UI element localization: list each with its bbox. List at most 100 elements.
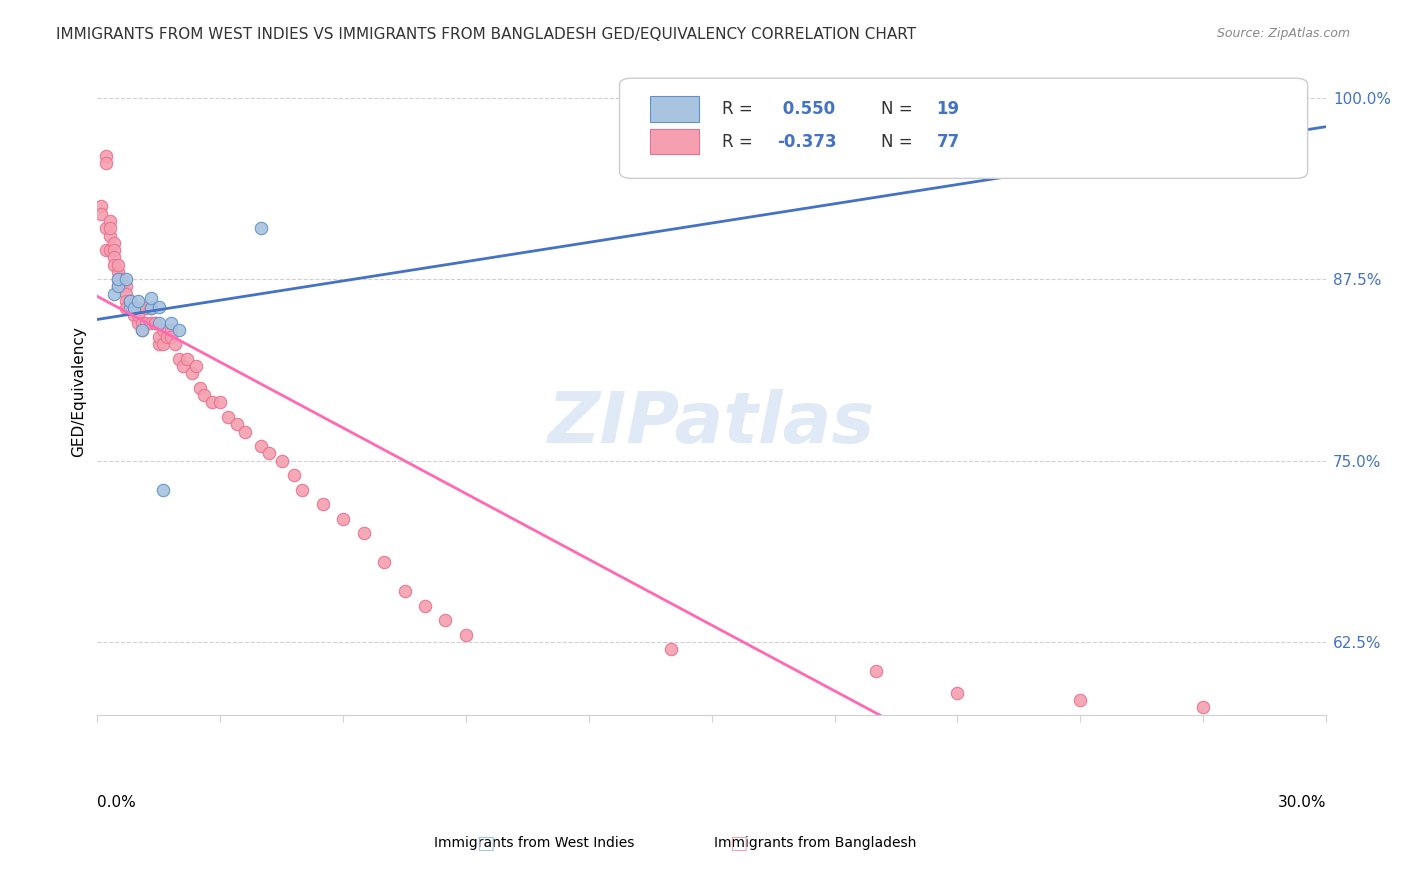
Point bbox=[98, 228, 121, 243]
Text: □: □ bbox=[728, 833, 748, 853]
Point bbox=[103, 235, 125, 250]
Point bbox=[143, 316, 166, 330]
Point bbox=[107, 272, 129, 286]
Point bbox=[165, 337, 187, 351]
Text: -0.373: -0.373 bbox=[778, 133, 837, 151]
Text: N =: N = bbox=[882, 133, 918, 151]
Text: 19: 19 bbox=[936, 100, 960, 119]
Text: N =: N = bbox=[882, 100, 918, 119]
FancyBboxPatch shape bbox=[620, 78, 1308, 178]
Point bbox=[250, 439, 273, 453]
Point bbox=[148, 316, 170, 330]
Text: R =: R = bbox=[721, 133, 758, 151]
Point bbox=[122, 301, 145, 315]
Point bbox=[1049, 156, 1071, 170]
Point bbox=[176, 351, 198, 366]
Point bbox=[1069, 693, 1091, 707]
Point bbox=[98, 221, 121, 235]
Point bbox=[94, 221, 117, 235]
Point bbox=[311, 497, 333, 511]
Point bbox=[148, 300, 170, 314]
Point bbox=[283, 468, 305, 483]
Point bbox=[291, 483, 314, 497]
Point bbox=[148, 337, 170, 351]
Point bbox=[120, 293, 142, 308]
Text: □: □ bbox=[475, 833, 495, 853]
Text: 77: 77 bbox=[936, 133, 960, 151]
Point bbox=[107, 279, 129, 293]
Point bbox=[115, 279, 138, 293]
Point bbox=[201, 395, 224, 409]
Point bbox=[127, 301, 149, 315]
Point bbox=[94, 148, 117, 162]
Point bbox=[115, 301, 138, 315]
Point bbox=[139, 301, 162, 315]
Point bbox=[135, 301, 157, 315]
Point bbox=[193, 388, 215, 402]
Point bbox=[152, 323, 174, 337]
Point bbox=[115, 272, 138, 286]
Point bbox=[865, 664, 887, 678]
Point bbox=[111, 279, 134, 293]
Point bbox=[131, 323, 153, 337]
Point bbox=[172, 359, 194, 374]
Point bbox=[135, 316, 157, 330]
Text: IMMIGRANTS FROM WEST INDIES VS IMMIGRANTS FROM BANGLADESH GED/EQUIVALENCY CORREL: IMMIGRANTS FROM WEST INDIES VS IMMIGRANT… bbox=[56, 27, 917, 42]
Point bbox=[217, 409, 239, 424]
Point bbox=[373, 555, 395, 569]
FancyBboxPatch shape bbox=[650, 96, 699, 122]
Point bbox=[659, 642, 682, 657]
Y-axis label: GED/Equivalency: GED/Equivalency bbox=[72, 326, 86, 457]
Point bbox=[139, 301, 162, 315]
Point bbox=[148, 330, 170, 344]
Point bbox=[107, 258, 129, 272]
Point bbox=[160, 330, 183, 344]
Point bbox=[139, 291, 162, 305]
Point bbox=[120, 301, 142, 315]
Point bbox=[127, 309, 149, 323]
Point bbox=[270, 453, 292, 467]
Point bbox=[94, 156, 117, 170]
Point bbox=[111, 272, 134, 286]
Text: R =: R = bbox=[721, 100, 758, 119]
Point bbox=[160, 323, 183, 337]
Point bbox=[167, 323, 190, 337]
Point bbox=[131, 316, 153, 330]
Point bbox=[120, 293, 142, 308]
Text: Source: ZipAtlas.com: Source: ZipAtlas.com bbox=[1216, 27, 1350, 40]
Point bbox=[103, 286, 125, 301]
Point bbox=[143, 316, 166, 330]
Point bbox=[94, 243, 117, 257]
Point bbox=[98, 243, 121, 257]
Point bbox=[122, 301, 145, 315]
Point bbox=[167, 351, 190, 366]
Point bbox=[250, 221, 273, 235]
Point bbox=[413, 599, 436, 613]
Point bbox=[353, 526, 375, 541]
Point bbox=[160, 316, 183, 330]
Point bbox=[152, 337, 174, 351]
Point bbox=[115, 286, 138, 301]
Text: 0.0%: 0.0% bbox=[97, 795, 136, 810]
Point bbox=[156, 330, 179, 344]
Point bbox=[1192, 700, 1215, 714]
Point bbox=[107, 279, 129, 293]
Point bbox=[946, 686, 969, 700]
Point bbox=[434, 613, 457, 627]
Point bbox=[107, 272, 129, 286]
Point bbox=[103, 250, 125, 264]
Point bbox=[188, 381, 211, 395]
Point bbox=[90, 199, 112, 213]
Point bbox=[1069, 163, 1091, 178]
Point bbox=[139, 316, 162, 330]
Point bbox=[127, 316, 149, 330]
Point bbox=[152, 483, 174, 497]
Point bbox=[107, 265, 129, 279]
Point bbox=[332, 511, 354, 525]
Text: Immigrants from West Indies: Immigrants from West Indies bbox=[434, 836, 634, 850]
Point bbox=[103, 258, 125, 272]
Point bbox=[233, 425, 256, 439]
Point bbox=[120, 293, 142, 308]
Point bbox=[454, 628, 477, 642]
Point bbox=[259, 446, 281, 460]
